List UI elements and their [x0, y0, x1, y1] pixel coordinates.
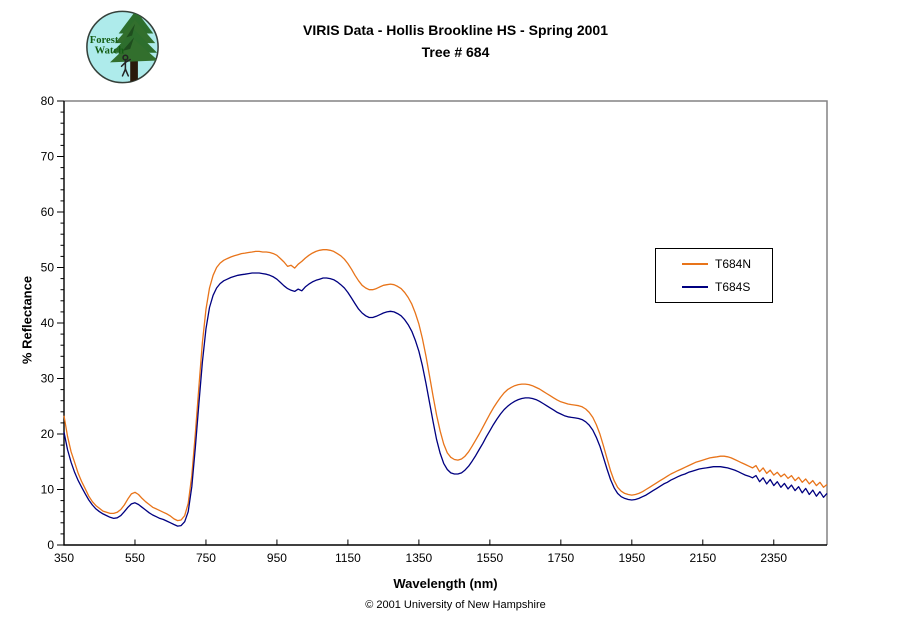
x-axis-title: Wavelength (nm): [393, 576, 498, 591]
svg-text:80: 80: [41, 94, 55, 108]
chart-title: VIRIS Data - Hollis Brookline HS - Sprin…: [303, 22, 608, 38]
svg-text:40: 40: [41, 316, 55, 330]
svg-text:750: 750: [196, 551, 216, 565]
svg-text:1550: 1550: [477, 551, 504, 565]
svg-text:1350: 1350: [406, 551, 433, 565]
svg-text:2150: 2150: [689, 551, 716, 565]
svg-text:30: 30: [41, 372, 55, 386]
svg-text:10: 10: [41, 483, 55, 497]
series-t684n: [63, 249, 828, 522]
legend-label-t684n: T684N: [715, 256, 752, 271]
chart-subtitle: Tree # 684: [421, 44, 490, 60]
logo-text-forest: Forest: [90, 35, 119, 46]
svg-text:70: 70: [41, 150, 55, 164]
svg-text:950: 950: [267, 551, 287, 565]
axes-lines: [63, 101, 827, 546]
svg-text:1150: 1150: [335, 551, 361, 565]
legend-line-t684n: [682, 262, 708, 265]
svg-text:350: 350: [54, 551, 74, 565]
hiker-icon: [120, 54, 131, 77]
plot-border: [64, 100, 828, 545]
legend-label-t684s: T684S: [715, 280, 751, 295]
legend-row-t684s: T684S: [682, 278, 772, 296]
legend-line-t684s: [682, 286, 708, 289]
series-t684s: [63, 272, 828, 527]
axis-ticks: [57, 100, 775, 546]
svg-text:550: 550: [125, 551, 145, 565]
axis-tick-labels: 0 10 20 30 40 50 60 70 80 350 550 750 950 1150 1350 155…: [41, 94, 788, 565]
svg-text:2350: 2350: [760, 551, 787, 565]
legend: T684N T684S: [655, 248, 773, 303]
svg-text:60: 60: [41, 205, 55, 219]
svg-text:0: 0: [47, 538, 54, 552]
svg-text:50: 50: [41, 261, 55, 275]
legend-row-t684n: T684N: [682, 255, 772, 273]
svg-text:20: 20: [41, 427, 55, 441]
svg-text:1950: 1950: [618, 551, 645, 565]
svg-text:1750: 1750: [547, 551, 574, 565]
forest-watch-logo: Forest Watch: [86, 10, 159, 84]
copyright-text: © 2001 University of New Hampshire: [365, 599, 546, 611]
tree-icon: [109, 11, 159, 82]
logo-text-watch: Watch: [95, 46, 125, 57]
